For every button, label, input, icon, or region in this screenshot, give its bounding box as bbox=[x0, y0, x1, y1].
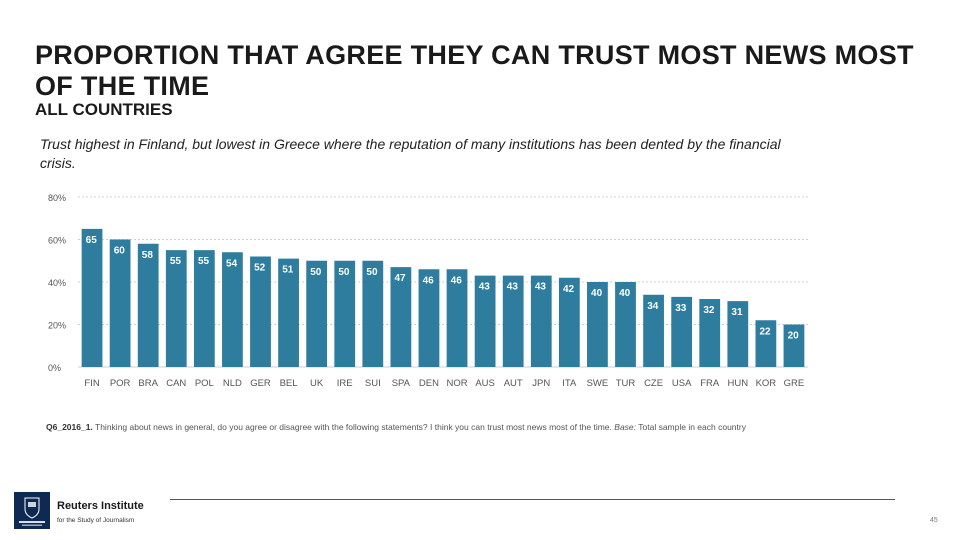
x-tick-label: GER bbox=[250, 378, 271, 389]
chart-title: PROPORTION THAT AGREE THEY CAN TRUST MOS… bbox=[35, 40, 914, 101]
question-id: Q6_2016_1. bbox=[46, 422, 93, 432]
bar bbox=[530, 275, 552, 367]
x-tick-label: SUI bbox=[365, 378, 381, 389]
bar bbox=[137, 243, 159, 367]
bar-value-label: 33 bbox=[675, 303, 687, 314]
bar-value-label: 60 bbox=[114, 246, 126, 257]
x-tick-label: NLD bbox=[223, 378, 242, 389]
page-number: 45 bbox=[930, 517, 938, 524]
bar bbox=[193, 250, 215, 367]
bar bbox=[418, 269, 440, 367]
bar bbox=[783, 324, 805, 367]
bar bbox=[306, 260, 328, 367]
bar bbox=[643, 294, 664, 367]
bar bbox=[81, 228, 103, 367]
x-tick-label: POR bbox=[110, 378, 131, 389]
x-tick-label: CZE bbox=[644, 378, 663, 389]
bar-value-label: 46 bbox=[451, 275, 463, 286]
y-tick-label: 80% bbox=[48, 193, 66, 203]
bar-value-label: 58 bbox=[142, 250, 154, 261]
question-note: Q6_2016_1. Thinking about news in genera… bbox=[46, 421, 806, 434]
bar bbox=[390, 267, 412, 367]
bar-value-label: 54 bbox=[226, 258, 238, 269]
x-tick-label: USA bbox=[672, 378, 692, 389]
x-tick-label: IRE bbox=[337, 378, 353, 389]
bar bbox=[502, 275, 524, 367]
bar bbox=[165, 250, 187, 367]
bar-value-label: 20 bbox=[788, 331, 800, 342]
x-tick-label: TUR bbox=[616, 378, 636, 389]
bar bbox=[250, 256, 271, 367]
bar-value-label: 50 bbox=[366, 267, 378, 278]
bar-value-label: 43 bbox=[507, 282, 519, 293]
bar-value-label: 46 bbox=[423, 275, 435, 286]
x-tick-label: CAN bbox=[166, 378, 186, 389]
x-tick-label: BRA bbox=[138, 378, 158, 389]
bar-value-label: 42 bbox=[563, 284, 575, 295]
x-tick-label: AUT bbox=[504, 378, 523, 389]
logo-subtitle: for the Study of Journalism bbox=[57, 517, 135, 524]
reuters-institute-logo: Reuters Institute for the Study of Journ… bbox=[14, 492, 164, 530]
question-text: Thinking about news in general, do you a… bbox=[95, 422, 612, 432]
bar bbox=[558, 277, 580, 367]
x-tick-label: HUN bbox=[728, 378, 749, 389]
x-tick-label: DEN bbox=[419, 378, 439, 389]
bar-value-label: 50 bbox=[338, 267, 350, 278]
bar bbox=[222, 252, 243, 367]
base-label: Base: bbox=[614, 422, 637, 432]
x-tick-label: FIN bbox=[84, 378, 99, 389]
y-tick-label: 60% bbox=[48, 236, 66, 246]
bar bbox=[727, 301, 749, 367]
x-tick-label: JPN bbox=[532, 378, 550, 389]
y-tick-label: 20% bbox=[48, 321, 66, 331]
bar-value-label: 55 bbox=[170, 256, 182, 267]
x-tick-label: ITA bbox=[562, 378, 577, 389]
bar-value-label: 40 bbox=[591, 288, 603, 299]
chart-subtitle: ALL COUNTRIES bbox=[35, 100, 173, 119]
y-tick-label: 40% bbox=[48, 278, 66, 288]
bar-value-label: 52 bbox=[254, 263, 266, 274]
bar-value-label: 31 bbox=[731, 307, 743, 318]
bar bbox=[699, 299, 721, 367]
bar bbox=[671, 296, 693, 367]
bar bbox=[474, 275, 496, 367]
y-tick-label: 0% bbox=[48, 363, 61, 373]
base-text: Total sample in each country bbox=[638, 422, 746, 432]
bar-value-label: 32 bbox=[703, 305, 715, 316]
bar-value-label: 55 bbox=[198, 256, 210, 267]
bar-value-label: 47 bbox=[394, 273, 406, 284]
chart-caption: Trust highest in Finland, but lowest in … bbox=[40, 136, 781, 171]
bar bbox=[446, 269, 468, 367]
bar bbox=[362, 260, 384, 367]
x-tick-label: KOR bbox=[756, 378, 777, 389]
bar-value-label: 51 bbox=[282, 265, 294, 276]
x-tick-label: SPA bbox=[392, 378, 411, 389]
logo-name: Reuters Institute bbox=[57, 500, 144, 512]
bar-value-label: 34 bbox=[647, 301, 659, 312]
bar-value-label: 43 bbox=[479, 282, 491, 293]
bar bbox=[278, 258, 299, 367]
x-tick-label: FRA bbox=[700, 378, 720, 389]
bar-value-label: 50 bbox=[310, 267, 322, 278]
bar bbox=[334, 260, 356, 367]
bar-value-label: 43 bbox=[535, 282, 547, 293]
bar-value-label: 22 bbox=[759, 326, 771, 337]
x-tick-label: BEL bbox=[280, 378, 298, 389]
bar-value-label: 40 bbox=[619, 288, 631, 299]
x-tick-label: UK bbox=[310, 378, 324, 389]
bar-value-label: 65 bbox=[86, 235, 98, 246]
bar bbox=[109, 239, 131, 367]
bar bbox=[587, 282, 608, 367]
x-tick-label: NOR bbox=[446, 378, 467, 389]
bar bbox=[755, 320, 777, 367]
footer-divider bbox=[170, 499, 895, 500]
x-tick-label: SWE bbox=[587, 378, 609, 389]
x-tick-label: POL bbox=[195, 378, 214, 389]
oxford-crest-icon bbox=[14, 492, 50, 529]
bar bbox=[615, 282, 636, 367]
x-tick-label: GRE bbox=[784, 378, 805, 389]
x-tick-label: AUS bbox=[475, 378, 495, 389]
